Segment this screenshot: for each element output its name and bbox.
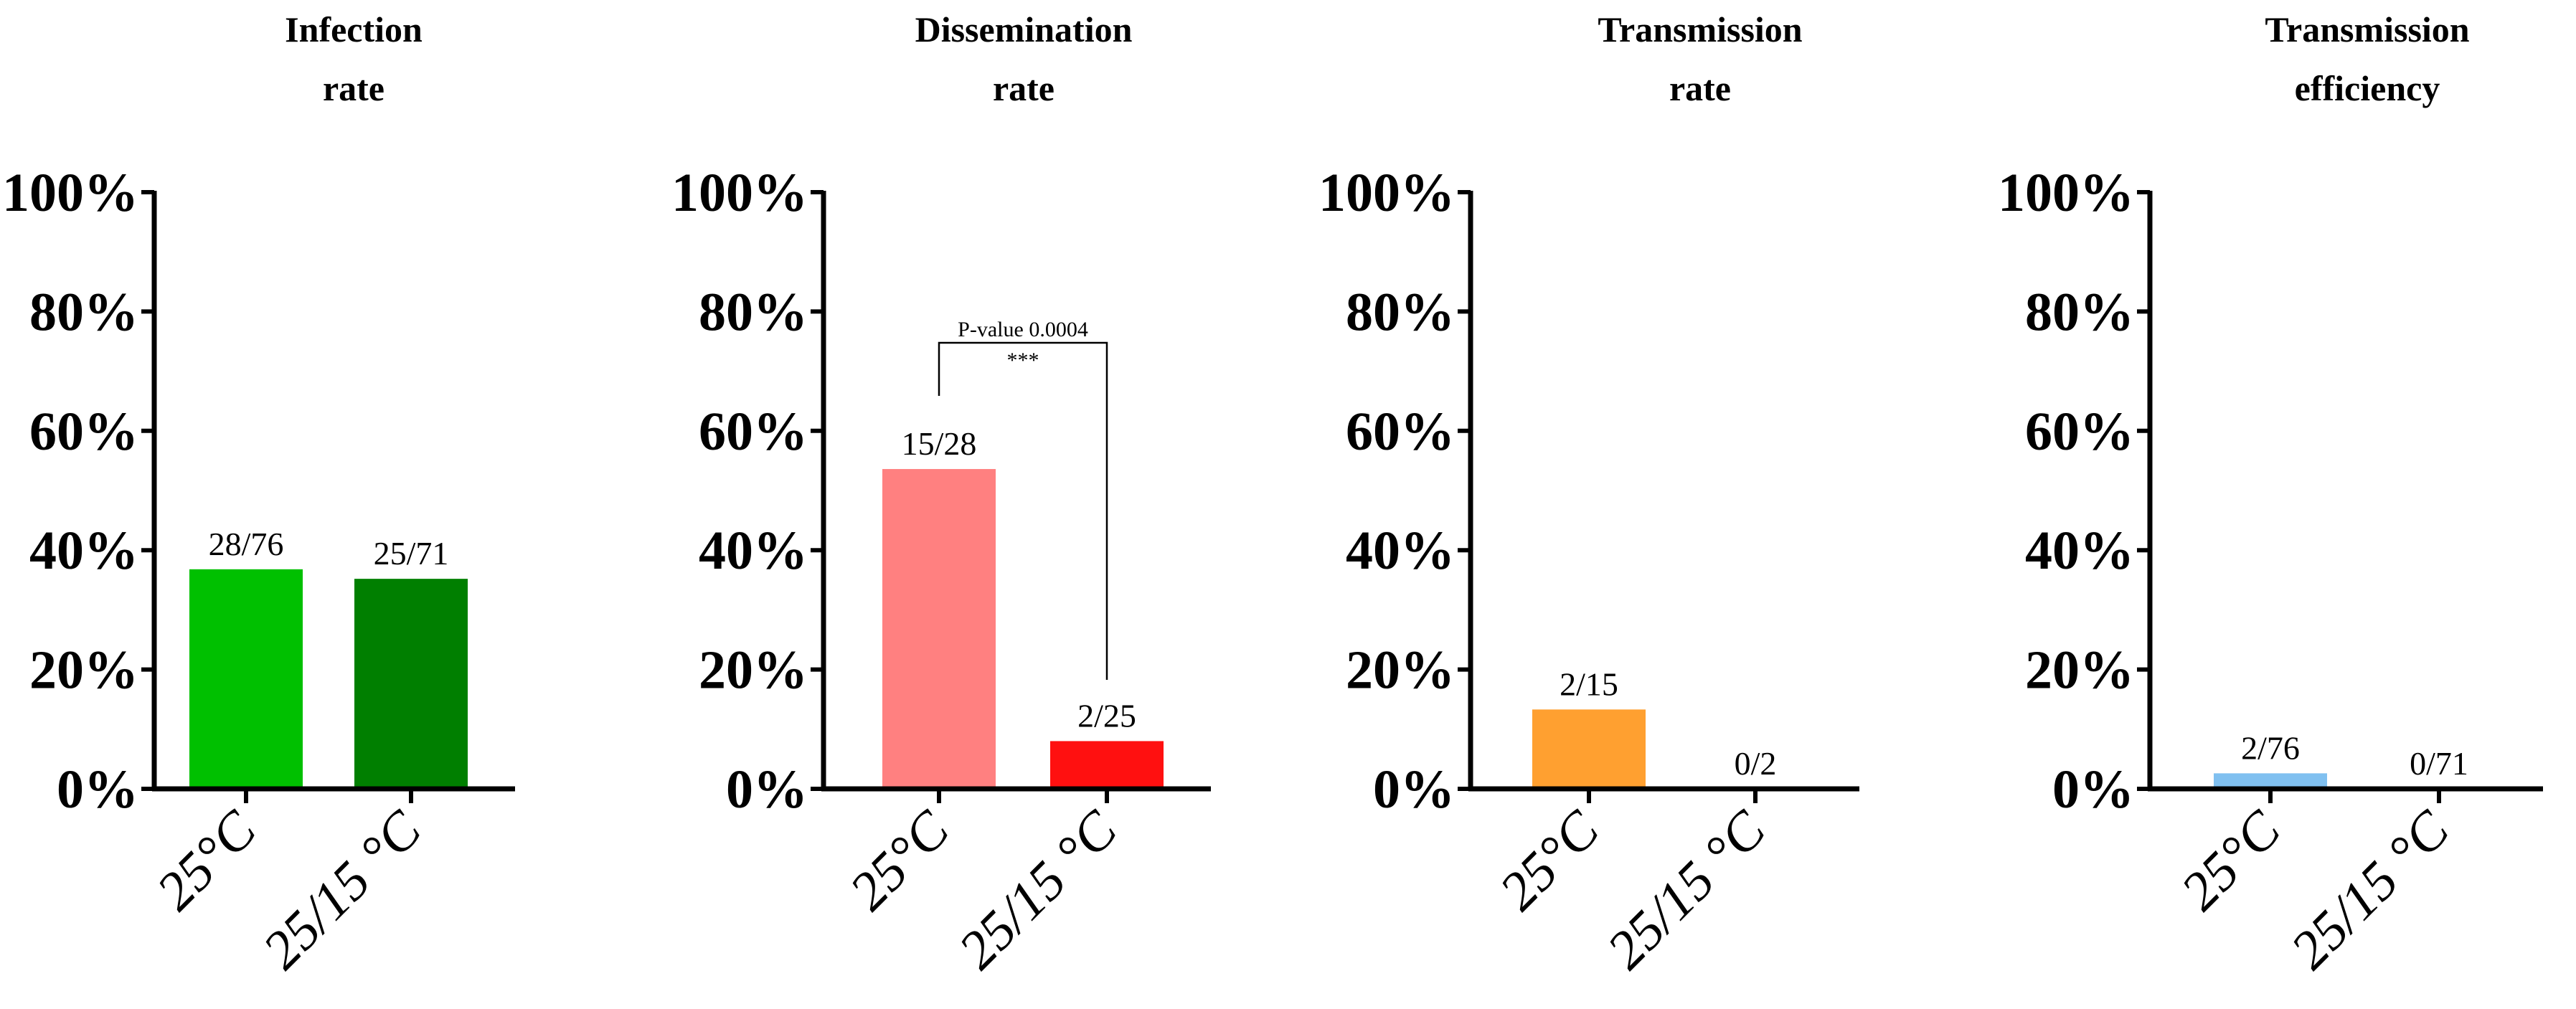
y-tick-label: 80%	[2025, 282, 2134, 342]
x-tick-label: 25/15 °C	[1595, 799, 1778, 981]
x-tick-label: 25°C	[839, 799, 961, 922]
chart-panel-1: Infection rate 28/76 25/71 0% 20% 40% 60% 80% 100…	[2, 9, 515, 980]
y-tick-label: 0%	[2052, 759, 2134, 820]
chart-panel-2: Dissemination rate 15/28 2/25 0% 20% 40% 60% 80%…	[671, 9, 1211, 980]
y-tick-label: 0%	[57, 759, 138, 820]
x-tick-label: 25/15 °C	[2279, 799, 2461, 981]
bar	[189, 569, 303, 789]
y-tick-label: 60%	[2025, 402, 2134, 462]
chart-panel-3: Transmission rate 2/15 0/2 0% 20% 40% 60% 80% 100…	[1318, 9, 1859, 980]
y-tick-label: 100%	[671, 163, 808, 223]
data-label: 0/2	[1735, 745, 1777, 782]
y-tick-label: 80%	[29, 282, 138, 342]
y-tick-label: 60%	[29, 402, 138, 462]
chart-title-line: Transmission	[2265, 9, 2469, 49]
chart-title-line: rate	[1669, 68, 1731, 108]
y-tick-label: 0%	[1373, 759, 1455, 820]
y-tick-label: 0%	[726, 759, 808, 820]
x-tick-label: 25/15 °C	[947, 799, 1129, 981]
y-tick-label: 60%	[699, 402, 808, 462]
bar	[882, 469, 996, 789]
data-label: 15/28	[902, 425, 977, 462]
y-tick-label: 40%	[1346, 521, 1455, 581]
data-label: 25/71	[374, 535, 449, 572]
chart-title-line: Transmission	[1598, 9, 1802, 49]
bar	[2214, 773, 2327, 789]
bar	[354, 579, 468, 789]
y-tick-label: 20%	[2025, 640, 2134, 701]
chart-title-line: rate	[993, 68, 1055, 108]
x-tick-label: 25°C	[146, 799, 268, 922]
y-tick-label: 40%	[699, 521, 808, 581]
chart-title-line: Dissemination	[915, 9, 1133, 49]
data-label: 0/71	[2410, 745, 2468, 782]
data-label: 2/15	[1560, 665, 1618, 702]
chart-panel-4: Transmission efficiency 2/76 0/71 0% 20% 40% 60…	[1998, 9, 2543, 980]
significance-stars: ***	[1007, 349, 1039, 372]
bar	[1050, 741, 1164, 789]
y-tick-label: 60%	[1346, 402, 1455, 462]
bar	[1532, 709, 1646, 789]
x-tick-label: 25°C	[1488, 799, 1611, 922]
data-label: 28/76	[209, 526, 284, 562]
y-tick-label: 40%	[2025, 521, 2134, 581]
significance-bracket	[938, 341, 1108, 680]
y-tick-label: 40%	[29, 521, 138, 581]
chart-title-line: efficiency	[2295, 68, 2440, 108]
data-label: 2/76	[2241, 729, 2300, 766]
x-tick-label: 25/15 °C	[251, 799, 433, 981]
y-tick-label: 100%	[2, 163, 138, 223]
y-tick-label: 20%	[29, 640, 138, 701]
chart-title-line: rate	[323, 68, 384, 108]
p-value-label: P-value 0.0004	[958, 318, 1088, 341]
y-tick-label: 20%	[699, 640, 808, 701]
y-tick-label: 100%	[1998, 163, 2134, 223]
x-tick-label: 25°C	[2170, 799, 2293, 922]
y-tick-label: 20%	[1346, 640, 1455, 701]
y-tick-label: 80%	[699, 282, 808, 342]
y-tick-label: 100%	[1318, 163, 1455, 223]
data-label: 2/25	[1077, 697, 1136, 734]
y-tick-label: 80%	[1346, 282, 1455, 342]
chart-title-line: Infection	[285, 9, 423, 49]
